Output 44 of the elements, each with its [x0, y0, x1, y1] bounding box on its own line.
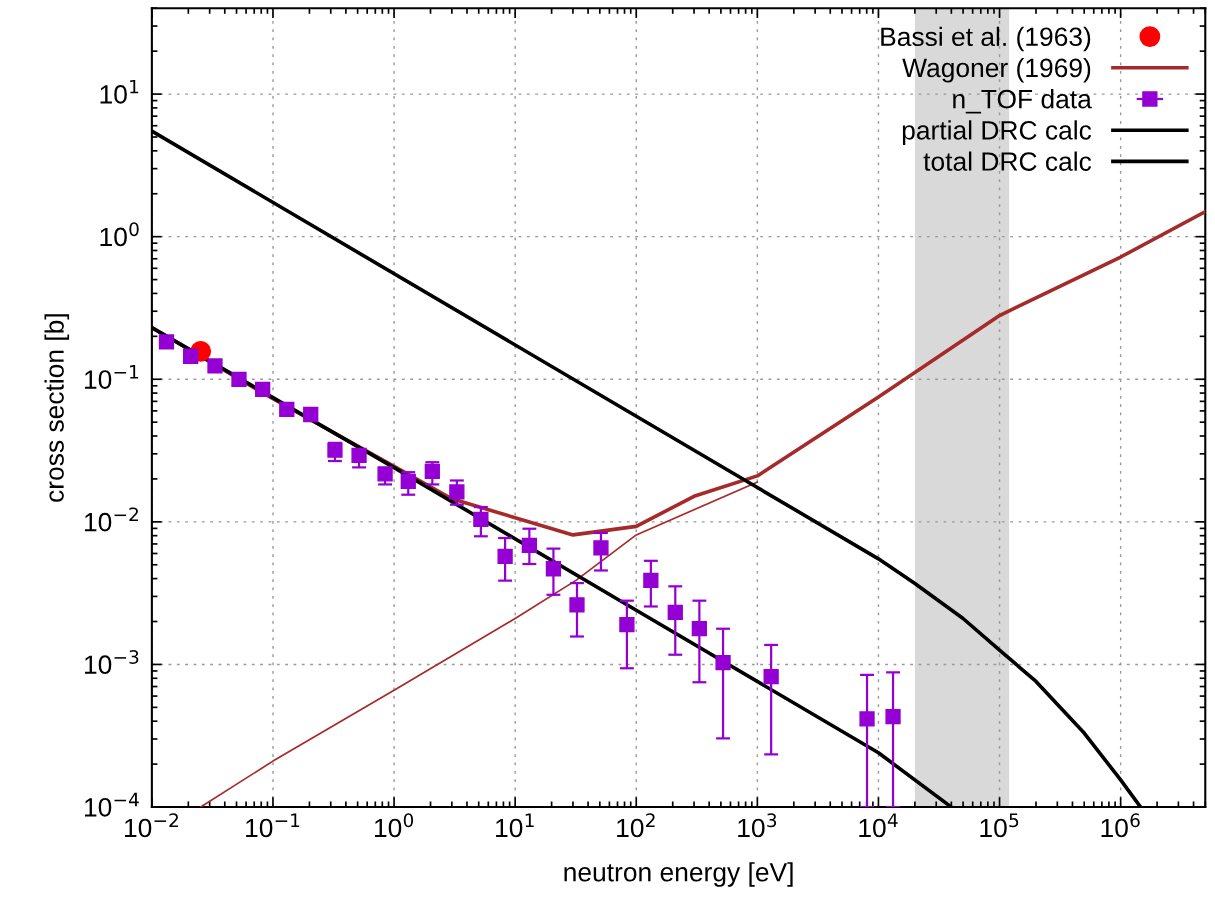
x-tick-label: 10$^{2}$ [617, 813, 655, 838]
point [449, 484, 465, 500]
x-tick-label: 10$^{5}$ [980, 813, 1019, 838]
point [327, 442, 343, 458]
point [715, 654, 731, 671]
y-axis-title: cross section [b] [44, 314, 70, 502]
legend-label: n_TOF data [953, 89, 1092, 114]
point [593, 540, 609, 556]
point [424, 463, 440, 479]
legend-label: Wagoner (1969) [902, 57, 1091, 83]
y-tick-label: 10$^{0}$ [100, 222, 139, 247]
x-tick-label: 10$^{6}$ [1101, 813, 1140, 838]
y-tick-label: 10$^{−1}$ [84, 365, 139, 389]
point [303, 406, 319, 423]
legend-label: total DRC calc [923, 151, 1092, 171]
y-tick-label: 10$^{1}$ [100, 79, 139, 104]
x-tick-label: 10$^{1}$ [496, 813, 534, 838]
x-tick-label: 10$^{3}$ [738, 813, 777, 838]
point [545, 561, 562, 577]
point [473, 511, 489, 528]
point [497, 548, 513, 564]
point [667, 604, 683, 620]
x-tick-label: 10$^{0}$ [374, 813, 414, 838]
point [351, 447, 367, 463]
point [619, 617, 635, 633]
point [207, 358, 223, 374]
point [231, 371, 247, 388]
x-axis-title: neutron energy [eV] [564, 862, 793, 887]
point [643, 572, 659, 589]
legend-label: partial DRC calc [902, 120, 1092, 145]
x-tick-label: 10$^{−1}$ [246, 813, 300, 838]
point [569, 597, 585, 613]
point [691, 621, 708, 637]
y-tick-label: 10$^{−3}$ [84, 649, 139, 675]
point [158, 334, 175, 350]
point [377, 466, 393, 482]
legend-label: Bassi et al. (1963) [881, 26, 1091, 52]
x-tick-label: 10$^{4}$ [859, 813, 898, 838]
point [400, 473, 416, 490]
point [521, 537, 538, 553]
point [183, 348, 199, 364]
y-tick-label: 10$^{−2}$ [84, 507, 138, 532]
point [279, 401, 295, 418]
point [255, 381, 271, 398]
